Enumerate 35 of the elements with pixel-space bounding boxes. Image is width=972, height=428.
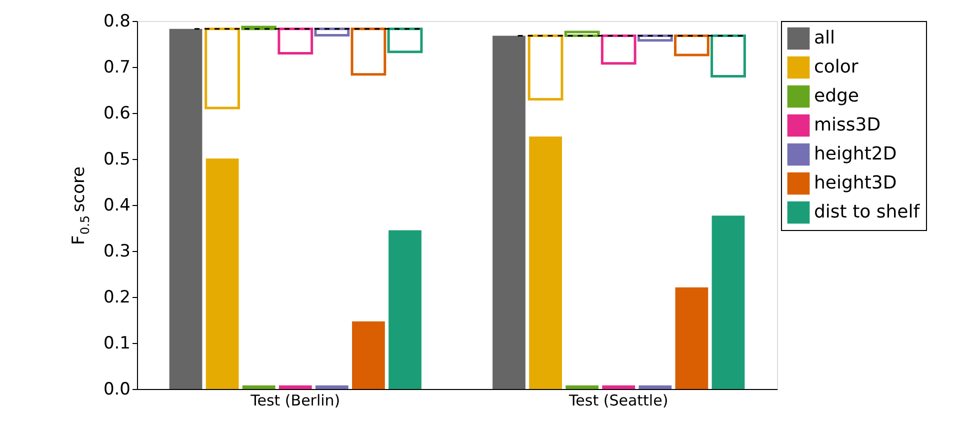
bar bbox=[529, 136, 562, 389]
y-tick-label: 0.4 bbox=[103, 196, 130, 216]
bar bbox=[638, 385, 672, 389]
bar bbox=[712, 216, 745, 389]
legend-label: all bbox=[814, 28, 836, 48]
y-tick-label: 0.2 bbox=[103, 288, 130, 308]
legend-label: height3D bbox=[814, 172, 897, 194]
bar bbox=[492, 36, 526, 389]
bar bbox=[169, 28, 202, 389]
bar bbox=[350, 28, 386, 76]
y-tick-label: 0.1 bbox=[103, 334, 130, 354]
y-axis-title: F0.5 score bbox=[69, 166, 92, 245]
y-tick-label: 0.5 bbox=[103, 150, 130, 170]
bar bbox=[278, 385, 312, 389]
bar bbox=[675, 287, 708, 389]
bar bbox=[602, 385, 636, 389]
legend-label: dist to shelf bbox=[814, 202, 920, 222]
y-tick-label: 0.6 bbox=[103, 104, 130, 124]
legend-label: miss3D bbox=[814, 114, 881, 136]
y-tick-label: 0.0 bbox=[103, 380, 130, 400]
bar bbox=[388, 230, 422, 389]
y-tick-label: 0.7 bbox=[103, 58, 130, 78]
bar bbox=[315, 385, 348, 389]
legend-label: color bbox=[814, 56, 859, 78]
legend-label: edge bbox=[814, 86, 859, 106]
y-tick-label: 0.8 bbox=[103, 12, 130, 32]
bar bbox=[242, 385, 276, 389]
x-tick-label: Test (Seattle) bbox=[568, 392, 668, 410]
legend-label: height2D bbox=[814, 144, 897, 164]
y-tick-label: 0.3 bbox=[103, 242, 130, 262]
bar bbox=[206, 158, 239, 389]
bar bbox=[204, 28, 240, 110]
bar bbox=[566, 385, 599, 389]
bar bbox=[352, 321, 385, 389]
x-tick-label: Test (Berlin) bbox=[250, 392, 340, 410]
